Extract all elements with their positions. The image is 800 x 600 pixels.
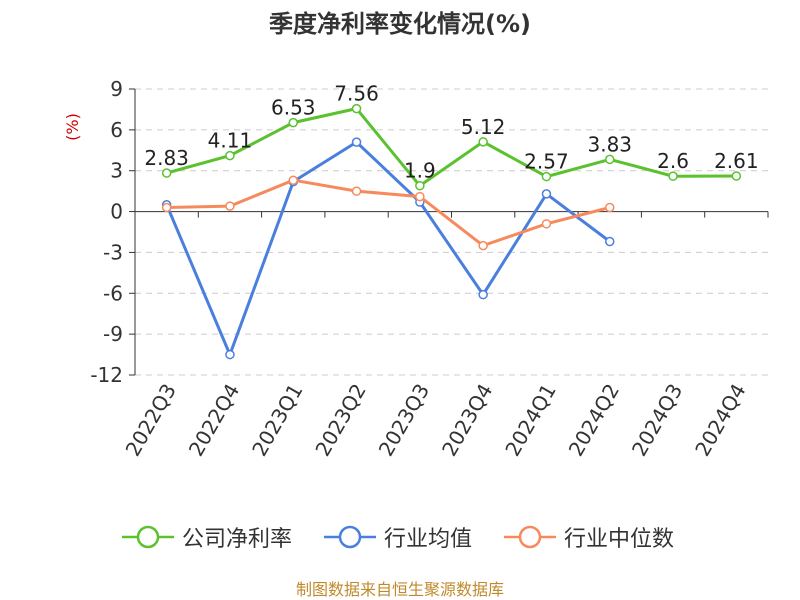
y-tick-label: -6 xyxy=(103,281,123,305)
chart-title: 季度净利率变化情况(%) xyxy=(269,10,531,38)
x-tick-label: 2023Q1 xyxy=(247,380,307,461)
data-point[interactable] xyxy=(351,103,362,114)
series-line-1 xyxy=(165,140,611,359)
legend: 公司净利率 行业均值 行业中位数 xyxy=(0,520,800,554)
data-point[interactable] xyxy=(605,236,615,247)
y-tick-label: 0 xyxy=(110,200,123,224)
x-tick-label: 2022Q4 xyxy=(184,380,244,461)
data-label: 3.83 xyxy=(587,132,632,156)
legend-item-0[interactable]: 公司净利率 xyxy=(120,520,292,554)
data-label: 7.56 xyxy=(334,82,379,106)
legend-label: 公司净利率 xyxy=(182,527,293,552)
data-point[interactable] xyxy=(541,219,552,229)
legend-marker-icon xyxy=(324,525,376,549)
legend-item-2[interactable]: 行业中位数 xyxy=(502,520,674,554)
x-tick-label: 2024Q4 xyxy=(690,380,750,461)
data-label: 5.12 xyxy=(461,115,506,139)
data-point[interactable] xyxy=(478,289,488,300)
data-point[interactable] xyxy=(225,201,235,211)
series-layer xyxy=(161,103,742,360)
x-tick-label: 2023Q2 xyxy=(310,380,370,461)
y-tick-label: 3 xyxy=(110,159,123,183)
data-label: 2.61 xyxy=(714,149,759,173)
x-tick-label: 2024Q1 xyxy=(500,380,560,461)
y-tick-label: -9 xyxy=(103,322,123,346)
data-labels: 2.83 4.11 6.53 7.56 1.9 5.12 2.57 3.83 2.6 2.61 xyxy=(144,82,758,183)
y-tick-label: 6 xyxy=(110,118,123,142)
y-tick-label: -3 xyxy=(103,240,123,264)
data-label: 6.53 xyxy=(271,96,316,120)
legend-marker-icon xyxy=(504,525,556,549)
legend-label: 行业中位数 xyxy=(564,527,675,552)
series-line-2 xyxy=(166,178,611,248)
data-label: 2.83 xyxy=(144,146,189,170)
data-point[interactable] xyxy=(415,191,425,202)
data-point[interactable] xyxy=(161,168,172,178)
data-point[interactable] xyxy=(288,175,298,185)
legend-marker-icon xyxy=(122,525,174,549)
y-tick-label: 9 xyxy=(110,77,123,101)
legend-label: 行业均值 xyxy=(384,527,473,552)
x-tick-label: 2024Q3 xyxy=(627,380,687,461)
data-point[interactable] xyxy=(478,240,488,251)
y-tick-label: -12 xyxy=(90,363,123,387)
data-label: 1.9 xyxy=(404,159,436,183)
data-point[interactable] xyxy=(351,186,362,196)
data-point[interactable] xyxy=(731,171,742,181)
data-point[interactable] xyxy=(225,150,235,161)
data-point[interactable] xyxy=(541,171,552,182)
data-label: 4.11 xyxy=(208,129,253,153)
data-point[interactable] xyxy=(478,137,488,147)
x-tick-label: 2023Q3 xyxy=(374,380,434,461)
data-point[interactable] xyxy=(415,180,425,191)
data-point[interactable] xyxy=(541,189,552,199)
x-tick-label: 2023Q4 xyxy=(437,380,497,461)
data-label: 2.57 xyxy=(524,150,569,174)
x-tick-label: 2024Q2 xyxy=(564,380,624,461)
source-note: 制图数据来自恒生聚源数据库 xyxy=(295,580,504,599)
data-point[interactable] xyxy=(605,202,615,213)
data-point[interactable] xyxy=(225,349,235,360)
data-label: 2.6 xyxy=(657,149,689,173)
x-tick-label: 2022Q3 xyxy=(121,380,181,461)
data-point[interactable] xyxy=(288,117,298,128)
data-point[interactable] xyxy=(668,171,678,181)
data-point[interactable] xyxy=(351,137,362,147)
y-axis-label: (%) xyxy=(63,113,82,141)
legend-item-1[interactable]: 行业均值 xyxy=(322,520,472,554)
series-line-0 xyxy=(166,106,737,188)
data-point[interactable] xyxy=(161,202,172,213)
data-point[interactable] xyxy=(605,154,615,165)
